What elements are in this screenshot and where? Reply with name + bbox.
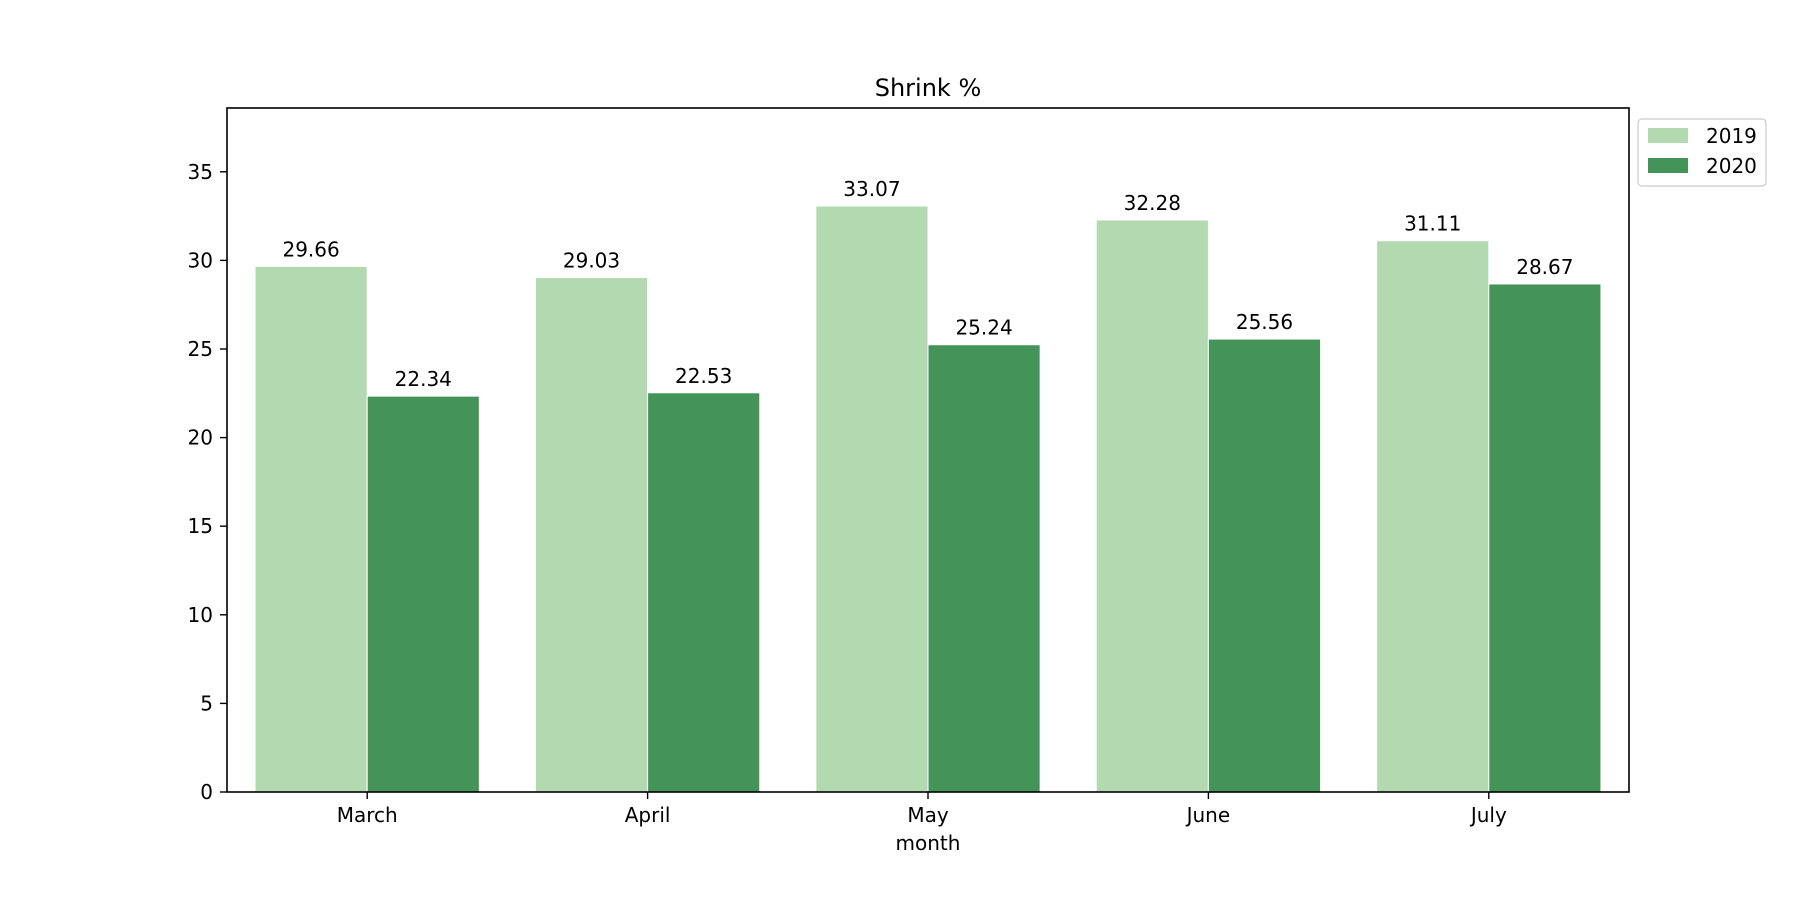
y-tick-label-30: 30	[188, 248, 213, 272]
data-label-april-2019: 29.03	[563, 249, 620, 273]
y-tick-label-5: 5	[200, 691, 213, 715]
y-tick-label-0: 0	[200, 780, 213, 804]
x-axis-label: month	[896, 831, 961, 855]
x-tick-label-april: April	[625, 803, 671, 827]
bar-march-2020	[366, 395, 480, 793]
data-label-may-2019: 33.07	[843, 177, 900, 201]
plot-frame	[226, 107, 1630, 793]
bar-april-2020	[647, 392, 761, 793]
data-label-march-2020: 22.34	[395, 367, 452, 391]
data-label-july-2020: 28.67	[1516, 255, 1573, 279]
bar-may-2020	[927, 344, 1041, 793]
legend: 2019 2020	[1637, 118, 1767, 187]
data-label-june-2019: 32.28	[1124, 191, 1181, 215]
data-label-may-2020: 25.24	[955, 316, 1012, 340]
y-tick-label-10: 10	[188, 603, 213, 627]
axes-layer: March April May June July 0 5 10 15 20 25 30 35	[188, 160, 1507, 827]
y-tick-label-25: 25	[188, 337, 213, 361]
bar-july-2019	[1376, 240, 1490, 793]
data-label-june-2020: 25.56	[1236, 310, 1293, 334]
x-tick-label-march: March	[337, 803, 398, 827]
bars-layer	[254, 205, 1602, 793]
bar-march-2019	[254, 265, 368, 793]
x-tick-label-may: May	[907, 803, 949, 827]
x-tick-label-june: June	[1185, 803, 1231, 827]
x-tick-label-july: July	[1469, 803, 1507, 827]
y-tick-label-15: 15	[188, 514, 213, 538]
data-label-july-2019: 31.11	[1404, 212, 1461, 236]
y-tick-label-35: 35	[188, 160, 213, 184]
y-tick-label-20: 20	[188, 426, 213, 450]
legend-label-2019: 2019	[1706, 124, 1757, 148]
bar-april-2019	[534, 277, 649, 793]
bar-june-2020	[1207, 338, 1322, 793]
bar-may-2019	[815, 205, 929, 793]
data-label-april-2020: 22.53	[675, 364, 732, 388]
data-label-march-2019: 29.66	[282, 237, 339, 261]
legend-swatch-2020	[1648, 158, 1688, 173]
chart-title: Shrink %	[875, 74, 982, 102]
legend-label-2020: 2020	[1706, 154, 1757, 178]
bar-june-2019	[1095, 219, 1209, 793]
bar-july-2020	[1488, 283, 1602, 793]
legend-swatch-2019	[1648, 128, 1688, 143]
data-labels-layer: 29.66 22.34 29.03 22.53 33.07 25.24 32.28 25.56…	[282, 177, 1573, 391]
